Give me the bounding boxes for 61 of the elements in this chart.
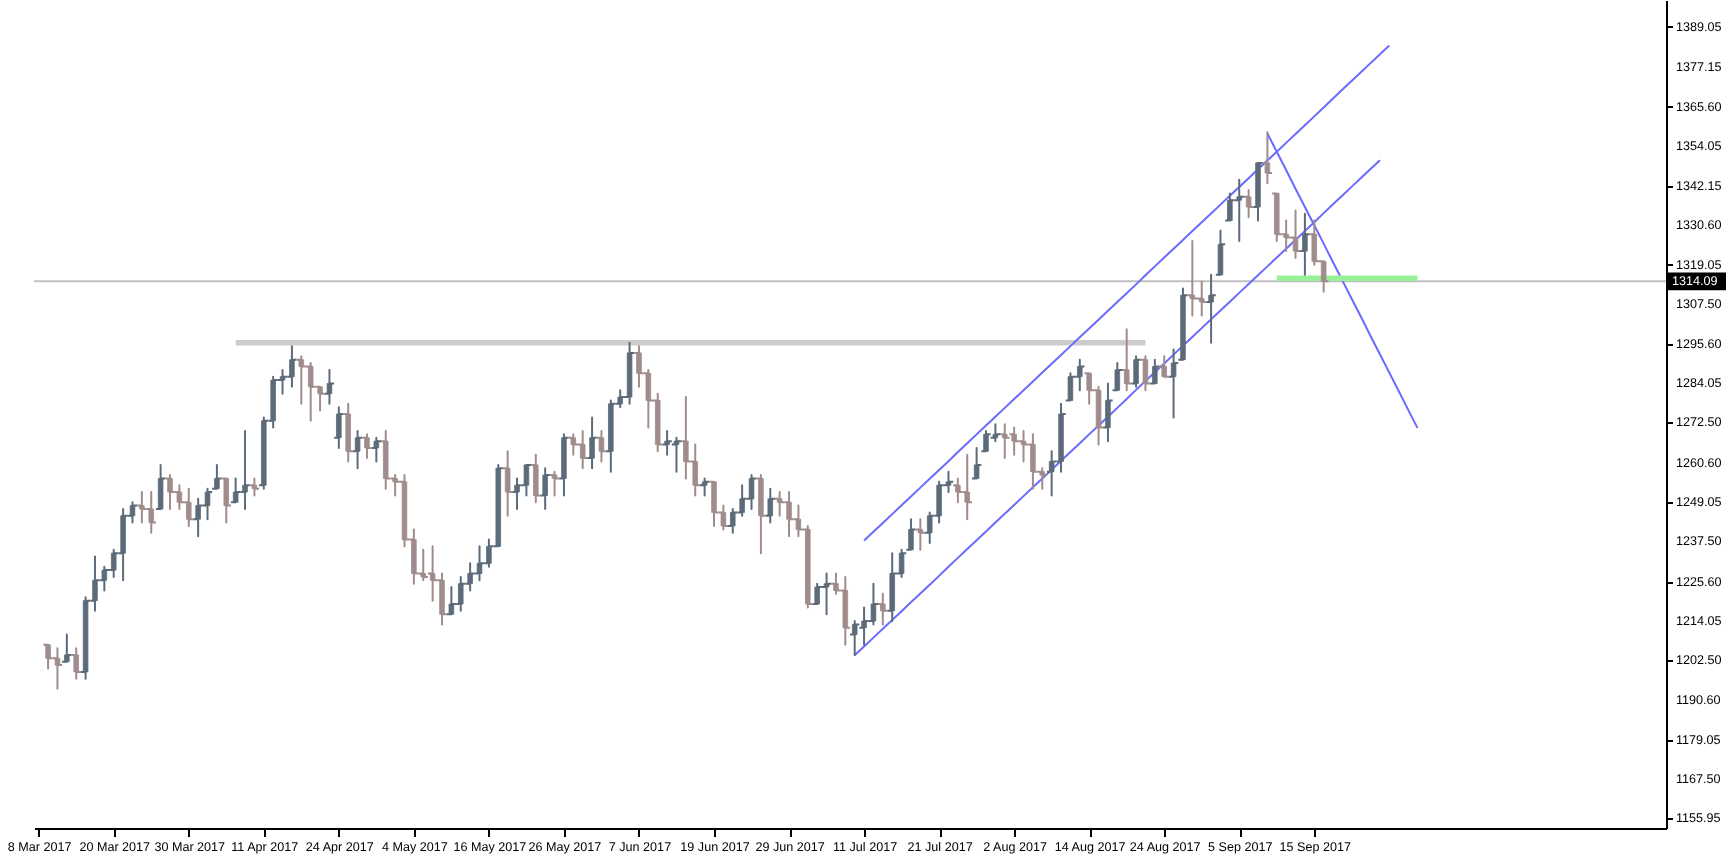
candlestick: [708, 480, 720, 527]
candlestick: [1121, 328, 1133, 392]
candlestick: [154, 463, 167, 511]
candlestick: [1214, 229, 1227, 276]
candlestick: [820, 572, 833, 616]
candlestick: [530, 453, 542, 504]
candlestick: [183, 487, 195, 527]
candlestick: [1205, 273, 1217, 344]
candlestick: [914, 518, 927, 551]
candlestick: [239, 429, 251, 511]
candlestick: [886, 552, 898, 622]
candlestick: [698, 477, 711, 497]
candlestick: [70, 647, 82, 680]
candlestick: [342, 402, 354, 463]
candlestick: [248, 477, 261, 497]
candlestick: [220, 477, 232, 524]
candlestick: [380, 429, 392, 490]
candlestick: [999, 423, 1011, 460]
candlestick: [539, 467, 551, 511]
candlestick: [577, 429, 589, 470]
candlestick: [558, 433, 570, 497]
candlestick: [51, 647, 64, 690]
candlestick: [370, 436, 383, 463]
candlestick: [1299, 212, 1311, 276]
candlestick: [333, 406, 345, 449]
candlestick: [595, 429, 608, 463]
candlestick: [117, 508, 129, 582]
candlestick: [839, 575, 851, 646]
candlestick: [783, 491, 795, 538]
candlestick: [586, 416, 598, 470]
candlestick: [286, 345, 298, 388]
candlestick: [623, 341, 636, 405]
candlestick: [1242, 189, 1255, 219]
candlestick: [145, 491, 157, 534]
candlestick: [670, 436, 683, 473]
candlestick: [745, 474, 758, 511]
candlestick: [351, 429, 364, 470]
candlestick: [1102, 382, 1114, 443]
candlestick: [548, 470, 561, 497]
candlestick: [1008, 426, 1020, 456]
candlestick: [1027, 433, 1039, 490]
candlestick: [1233, 178, 1245, 242]
candlestick: [755, 474, 767, 555]
candlestick: [305, 362, 317, 422]
candlestick: [1289, 209, 1302, 259]
candlestick: [164, 474, 176, 511]
candlestick: [1130, 355, 1142, 388]
candlestick: [961, 453, 973, 521]
candlestick: [361, 433, 373, 460]
candlestick: [1139, 355, 1152, 392]
candlestick: [877, 592, 889, 626]
candlestick: [1261, 131, 1274, 185]
candlestick: [1252, 161, 1264, 222]
candlestick: [61, 633, 73, 663]
candlestick: [323, 368, 336, 405]
candlestick: [1149, 358, 1161, 385]
candlestick: [1186, 239, 1199, 317]
candlestick: [1111, 362, 1123, 392]
candlestick: [1158, 355, 1170, 378]
candlestick: [764, 487, 776, 524]
candlestick: [501, 450, 514, 517]
